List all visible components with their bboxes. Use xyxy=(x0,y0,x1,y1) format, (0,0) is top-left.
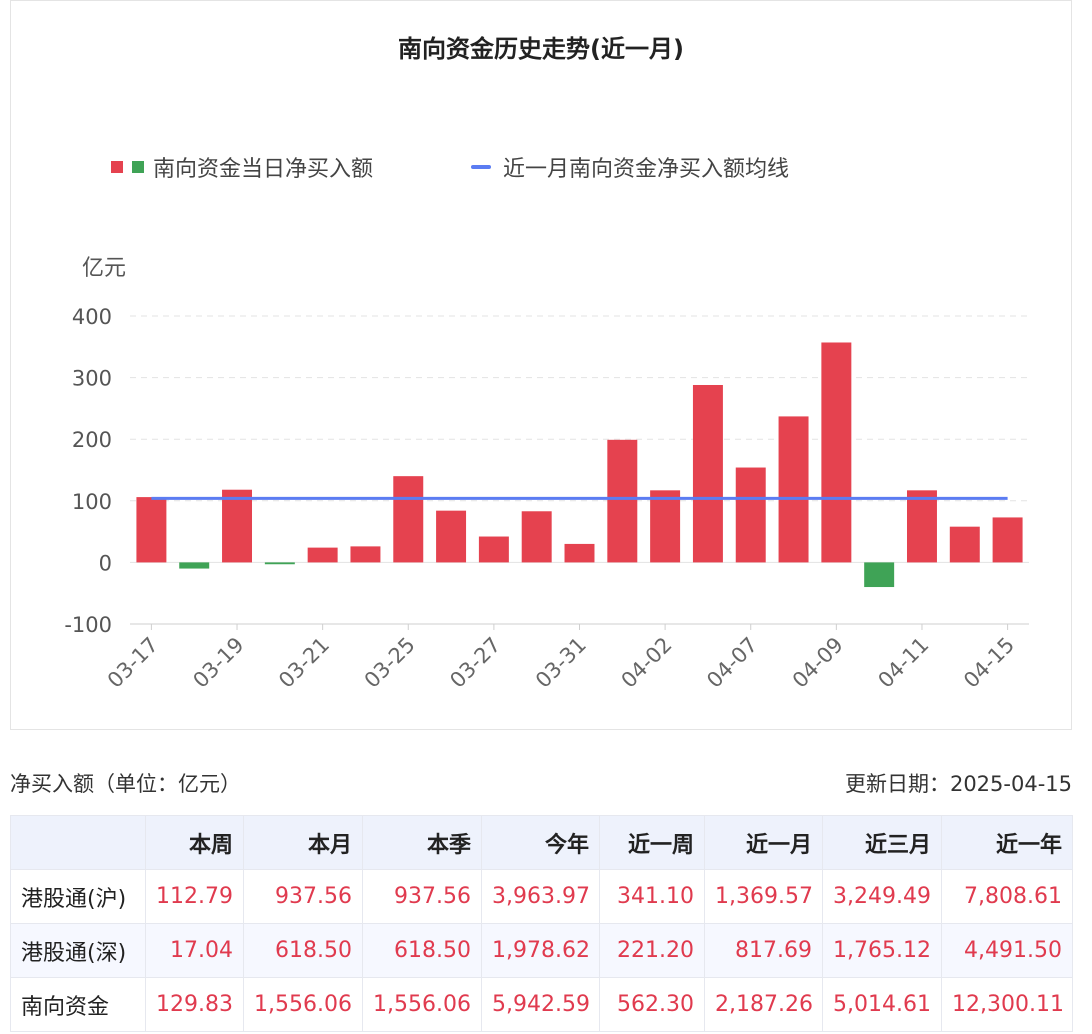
bar-04-07 xyxy=(735,467,766,563)
table-column-header: 近一年 xyxy=(941,815,1073,870)
legend-item-average-line[interactable]: 近一月南向资金净买入额均线 xyxy=(471,151,789,183)
unit-label: 净买入额（单位：亿元） xyxy=(10,772,241,796)
chart-card: 南向资金历史走势(近一月) 南向资金当日净买入额 近一月南向资金净买入额均线 xyxy=(10,0,1072,730)
legend-swatch-green xyxy=(132,161,144,173)
x-tick-label: 03-27 xyxy=(445,633,505,693)
x-tick-label: 03-25 xyxy=(360,633,420,693)
y-tick-label: 200 xyxy=(72,428,112,452)
table-column-header: 近三月 xyxy=(822,815,942,870)
bar-04-14 xyxy=(949,526,980,563)
bar-03-20 xyxy=(264,562,295,565)
table-column-header: 近一月 xyxy=(704,815,823,870)
table-column-header: 本季 xyxy=(362,815,482,870)
x-tick-label: 04-15 xyxy=(959,633,1019,693)
x-tick-label: 04-07 xyxy=(702,633,762,693)
y-axis-unit-label: 亿元 xyxy=(82,256,126,281)
x-tick-label: 03-31 xyxy=(531,633,591,693)
legend-item-daily-net-buy[interactable]: 南向资金当日净买入额 xyxy=(111,151,373,183)
table-row: 港股通(沪) 112.79 937.56 937.56 3,963.97 341.10 1,… xyxy=(10,869,1073,924)
row-label: 港股通(深) xyxy=(10,923,146,978)
table-corner-cell xyxy=(10,815,146,870)
table-cell: 817.69 xyxy=(704,923,823,978)
x-tick-label: 03-17 xyxy=(103,633,163,693)
update-date: 更新日期：2025-04-15 xyxy=(844,772,1072,796)
bar-03-26 xyxy=(436,510,467,563)
table-cell: 17.04 xyxy=(145,923,244,978)
net-buy-table: 本周 本月 本季 今年 近一周 近一月 近三月 近一年 港股通(沪) 112.79 937.56 9… xyxy=(10,815,1073,1032)
bar-layer xyxy=(136,342,1023,588)
table-header-row: 本周 本月 本季 今年 近一周 近一月 近三月 近一年 xyxy=(10,815,1073,870)
bar-04-09 xyxy=(821,342,852,563)
x-tick-label: 03-21 xyxy=(274,633,334,693)
table-cell: 7,808.61 xyxy=(941,869,1073,924)
row-label: 南向资金 xyxy=(10,977,146,1032)
bar-03-17 xyxy=(136,497,167,563)
table-row: 港股通(深) 17.04 618.50 618.50 1,978.62 221.20 817… xyxy=(10,923,1073,978)
bar-03-31 xyxy=(564,543,595,563)
bar-04-08 xyxy=(778,416,809,563)
bar-chart: 亿元 -100 0 100 200 300 400 03-17 03-19 03-21 03-25 0… xyxy=(64,256,1029,693)
table-row: 南向资金 129.83 1,556.06 1,556.06 5,942.59 562.30… xyxy=(10,977,1073,1032)
table-cell: 937.56 xyxy=(243,869,363,924)
bar-04-02 xyxy=(650,490,681,563)
table-column-header: 本月 xyxy=(243,815,363,870)
bar-04-03 xyxy=(692,384,723,563)
table-cell: 937.56 xyxy=(362,869,482,924)
legend-swatch-red xyxy=(111,161,123,173)
table-cell: 618.50 xyxy=(362,923,482,978)
y-tick-label: 100 xyxy=(72,490,112,514)
table-cell: 221.20 xyxy=(599,923,705,978)
table-column-header: 近一周 xyxy=(599,815,705,870)
bar-04-10 xyxy=(864,562,895,588)
x-tick-label: 03-19 xyxy=(188,633,248,693)
bar-04-01 xyxy=(607,439,638,563)
x-tick-label: 04-02 xyxy=(617,633,677,693)
legend-label-daily: 南向资金当日净买入额 xyxy=(153,157,374,182)
table-cell: 4,491.50 xyxy=(941,923,1073,978)
table-cell: 562.30 xyxy=(599,977,705,1032)
x-tick-label: 04-11 xyxy=(873,633,933,693)
y-tick-label: 0 xyxy=(99,551,112,575)
table-cell: 1,556.06 xyxy=(362,977,482,1032)
table-cell: 5,942.59 xyxy=(481,977,600,1032)
table-cell: 341.10 xyxy=(599,869,705,924)
legend-swatch-line xyxy=(471,165,492,169)
table-cell: 3,963.97 xyxy=(481,869,600,924)
table-column-header: 今年 xyxy=(481,815,600,870)
bar-04-11 xyxy=(906,490,937,563)
chart-title: 南向资金历史走势(近一月) xyxy=(398,35,684,63)
table-column-header: 本周 xyxy=(145,815,244,870)
legend-label-average: 近一月南向资金净买入额均线 xyxy=(503,157,790,182)
grid-layer xyxy=(130,315,1029,563)
bar-03-27 xyxy=(478,536,509,563)
table-cell: 5,014.61 xyxy=(822,977,942,1032)
y-tick-label: 300 xyxy=(72,367,112,391)
table-cell: 3,249.49 xyxy=(822,869,942,924)
table-cell: 129.83 xyxy=(145,977,244,1032)
table-cell: 1,369.57 xyxy=(704,869,823,924)
bar-04-15 xyxy=(992,517,1023,563)
bar-03-25 xyxy=(393,476,424,563)
table-cell: 618.50 xyxy=(243,923,363,978)
y-tick-label: 400 xyxy=(72,305,112,329)
bar-03-18 xyxy=(179,562,210,569)
row-label: 港股通(沪) xyxy=(10,869,146,924)
table-cell: 1,556.06 xyxy=(243,977,363,1032)
table-cell: 112.79 xyxy=(145,869,244,924)
bar-03-21 xyxy=(307,547,338,563)
y-tick-label: -100 xyxy=(64,613,112,637)
table-cell: 1,765.12 xyxy=(822,923,942,978)
bar-03-28 xyxy=(521,511,552,563)
x-tick-label: 04-09 xyxy=(788,633,848,693)
table-cell: 1,978.62 xyxy=(481,923,600,978)
chart-legend: 南向资金当日净买入额 近一月南向资金净买入额均线 xyxy=(111,151,887,183)
bar-03-24 xyxy=(350,546,381,563)
axis-layer: 亿元 -100 0 100 200 300 400 03-17 03-19 03-21 03-25 0… xyxy=(64,256,1029,693)
table-cell: 2,187.26 xyxy=(704,977,823,1032)
bar-03-19 xyxy=(222,489,253,563)
table-cell: 12,300.11 xyxy=(941,977,1073,1032)
